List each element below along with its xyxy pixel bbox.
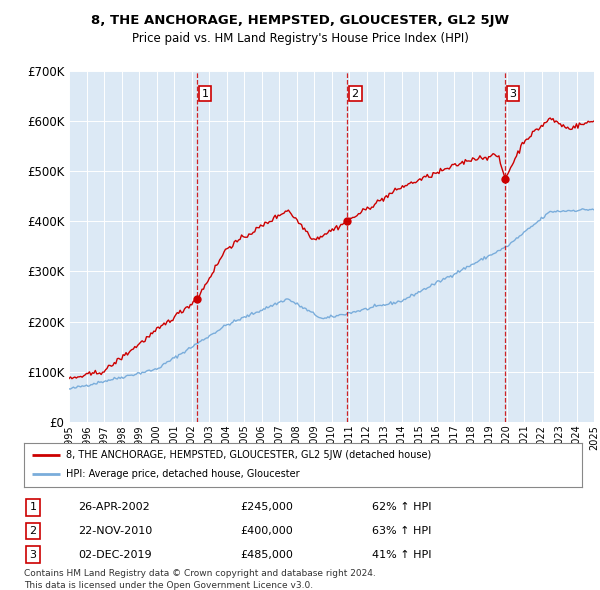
Text: 1: 1: [202, 88, 208, 99]
Text: 26-APR-2002: 26-APR-2002: [78, 503, 150, 512]
Text: 41% ↑ HPI: 41% ↑ HPI: [372, 550, 431, 559]
Text: £400,000: £400,000: [240, 526, 293, 536]
Text: 3: 3: [29, 550, 37, 559]
Text: 8, THE ANCHORAGE, HEMPSTED, GLOUCESTER, GL2 5JW: 8, THE ANCHORAGE, HEMPSTED, GLOUCESTER, …: [91, 14, 509, 27]
Text: £245,000: £245,000: [240, 503, 293, 512]
Text: 2: 2: [29, 526, 37, 536]
Text: 1: 1: [29, 503, 37, 512]
Text: 8, THE ANCHORAGE, HEMPSTED, GLOUCESTER, GL2 5JW (detached house): 8, THE ANCHORAGE, HEMPSTED, GLOUCESTER, …: [66, 450, 431, 460]
Text: Contains HM Land Registry data © Crown copyright and database right 2024.
This d: Contains HM Land Registry data © Crown c…: [24, 569, 376, 590]
Text: Price paid vs. HM Land Registry's House Price Index (HPI): Price paid vs. HM Land Registry's House …: [131, 32, 469, 45]
Text: 3: 3: [509, 88, 517, 99]
Text: 02-DEC-2019: 02-DEC-2019: [78, 550, 152, 559]
Text: £485,000: £485,000: [240, 550, 293, 559]
Text: 2: 2: [352, 88, 359, 99]
Text: 22-NOV-2010: 22-NOV-2010: [78, 526, 152, 536]
Text: HPI: Average price, detached house, Gloucester: HPI: Average price, detached house, Glou…: [66, 470, 299, 479]
Text: 63% ↑ HPI: 63% ↑ HPI: [372, 526, 431, 536]
Text: 62% ↑ HPI: 62% ↑ HPI: [372, 503, 431, 512]
